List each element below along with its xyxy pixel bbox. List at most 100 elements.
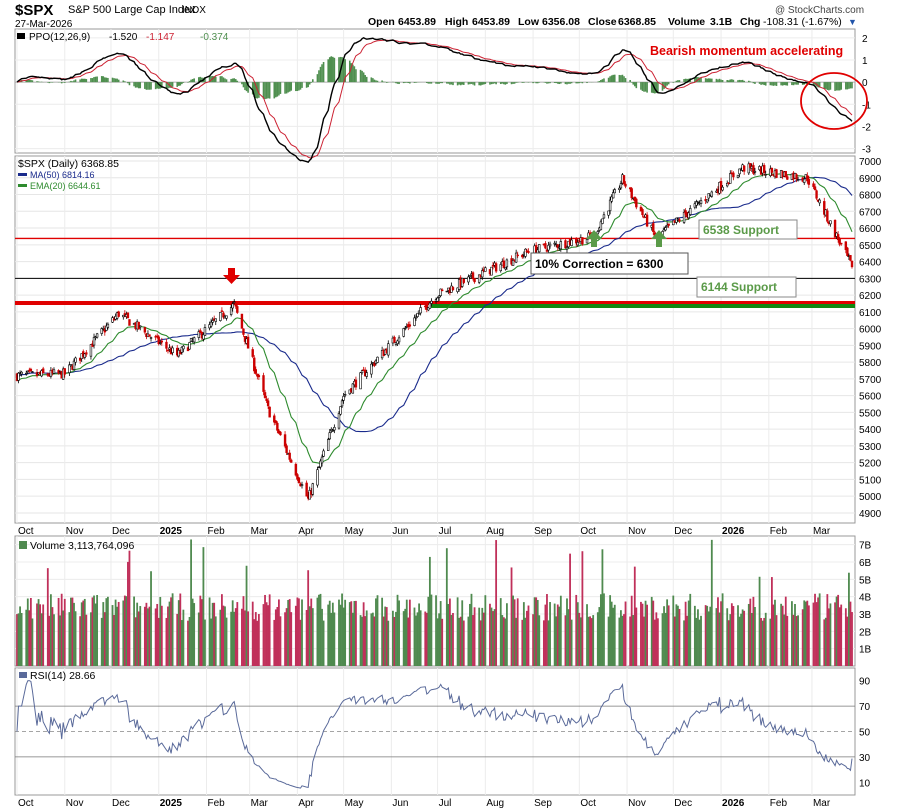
candle-body bbox=[229, 307, 233, 315]
volume-bar bbox=[402, 611, 405, 666]
ppo-histogram-bar bbox=[458, 82, 460, 85]
volume-bar bbox=[644, 600, 647, 666]
ppo-histogram-bar bbox=[361, 70, 363, 83]
x-axis-label: Oct bbox=[18, 798, 34, 809]
volume-bar bbox=[652, 600, 655, 666]
candle-body bbox=[137, 321, 140, 330]
volume-bar bbox=[382, 616, 385, 666]
x-axis-label: May bbox=[345, 798, 364, 809]
volume-bar bbox=[103, 612, 106, 666]
ppo-histogram-bar bbox=[333, 57, 336, 83]
volume-bar bbox=[791, 601, 793, 666]
ppo-histogram-bar bbox=[740, 80, 742, 83]
x-axis-label: Jul bbox=[439, 798, 452, 809]
volume-bar bbox=[506, 603, 508, 666]
volume-bar bbox=[134, 617, 137, 666]
volume-bar bbox=[82, 600, 85, 666]
volume-bar bbox=[71, 597, 74, 666]
ppo-histogram-bar bbox=[459, 82, 462, 86]
volume-bar bbox=[242, 596, 245, 666]
ppo-histogram-bar bbox=[791, 82, 793, 86]
volume-bar bbox=[247, 611, 249, 666]
candle-body bbox=[266, 400, 270, 407]
ppo-histogram-bar bbox=[128, 82, 131, 86]
volume-bar bbox=[307, 570, 310, 666]
volume-bar bbox=[558, 606, 561, 666]
correction-6300-box bbox=[530, 252, 689, 275]
candle-body bbox=[601, 218, 604, 224]
candle-body bbox=[416, 312, 419, 317]
volume-bar bbox=[678, 608, 681, 666]
volume-bar bbox=[187, 620, 189, 666]
volume-bar bbox=[754, 606, 756, 666]
candle-body bbox=[667, 223, 670, 226]
ppo-histogram-bar bbox=[436, 82, 439, 84]
x-axis-label: Aug bbox=[486, 798, 504, 809]
volume-bar bbox=[769, 618, 772, 666]
volume-bar bbox=[19, 606, 21, 666]
volume-bar bbox=[316, 597, 319, 666]
x-axis-label: Dec bbox=[112, 798, 130, 809]
candle-body bbox=[342, 396, 345, 401]
volume-bar bbox=[607, 616, 610, 666]
ppo-histogram-bar bbox=[556, 82, 559, 84]
ppo-histogram-bar bbox=[704, 78, 707, 83]
volume-label: Volume bbox=[668, 16, 705, 28]
candle-body bbox=[31, 371, 34, 373]
rsi-plot bbox=[15, 680, 855, 789]
candle-body bbox=[46, 373, 50, 376]
ppo-histogram-bar bbox=[828, 82, 830, 91]
watermark: @ StockCharts.com bbox=[775, 5, 864, 16]
price-ytick: 5300 bbox=[859, 442, 882, 453]
volume-bar bbox=[177, 600, 180, 666]
ppo-histogram-bar bbox=[275, 82, 277, 98]
volume-bar bbox=[83, 598, 86, 666]
candle-body bbox=[95, 333, 99, 338]
volume-bar bbox=[94, 603, 97, 666]
candle-body bbox=[559, 241, 563, 250]
ppo-ytick: -2 bbox=[862, 122, 871, 133]
volume-bar bbox=[234, 608, 237, 666]
candle-body bbox=[527, 251, 530, 253]
ppo-histogram-bar bbox=[114, 78, 117, 83]
volume-bar bbox=[123, 595, 126, 666]
x-axis-label: Dec bbox=[674, 798, 692, 809]
ppo-histogram-bar bbox=[747, 80, 750, 83]
ppo-histogram-bar bbox=[495, 82, 497, 85]
ppo-legend-hist: -0.374 bbox=[200, 32, 229, 43]
candle-body bbox=[274, 420, 278, 424]
ppo-histogram-bar bbox=[481, 82, 484, 85]
volume-bar bbox=[384, 606, 387, 666]
price-panel-frame bbox=[14, 155, 856, 524]
volume-bar bbox=[473, 607, 476, 666]
volume-bar bbox=[49, 594, 52, 666]
volume-bar bbox=[375, 598, 377, 666]
ppo-histogram-bar bbox=[549, 82, 551, 84]
volume-bar bbox=[575, 594, 578, 666]
volume-ytick: 5B bbox=[859, 575, 872, 586]
volume-bar bbox=[398, 600, 400, 666]
volume-bar bbox=[273, 619, 276, 666]
price-ytick: 5200 bbox=[859, 459, 882, 470]
candle-body bbox=[340, 400, 344, 407]
candle-body bbox=[68, 364, 71, 373]
candle-body bbox=[171, 347, 174, 353]
volume-bar bbox=[222, 605, 225, 666]
ppo-histogram-bar bbox=[666, 82, 668, 86]
candle-body bbox=[687, 212, 690, 219]
candle-body bbox=[202, 334, 205, 340]
candle-body bbox=[610, 196, 613, 202]
ppo-histogram-bar bbox=[139, 82, 142, 89]
volume-bar bbox=[311, 608, 314, 666]
volume-bar bbox=[516, 598, 519, 666]
volume-bar bbox=[549, 602, 551, 666]
candle-body bbox=[320, 456, 324, 464]
candle-body bbox=[630, 188, 633, 199]
volume-bar bbox=[603, 593, 605, 666]
chg-arrow-icon: ▼ bbox=[848, 17, 857, 27]
x-axis-label: Jul bbox=[439, 526, 452, 537]
volume-bar bbox=[737, 605, 739, 666]
volume-bar bbox=[653, 619, 656, 666]
candle-body bbox=[840, 242, 843, 245]
volume-bar bbox=[322, 620, 325, 666]
